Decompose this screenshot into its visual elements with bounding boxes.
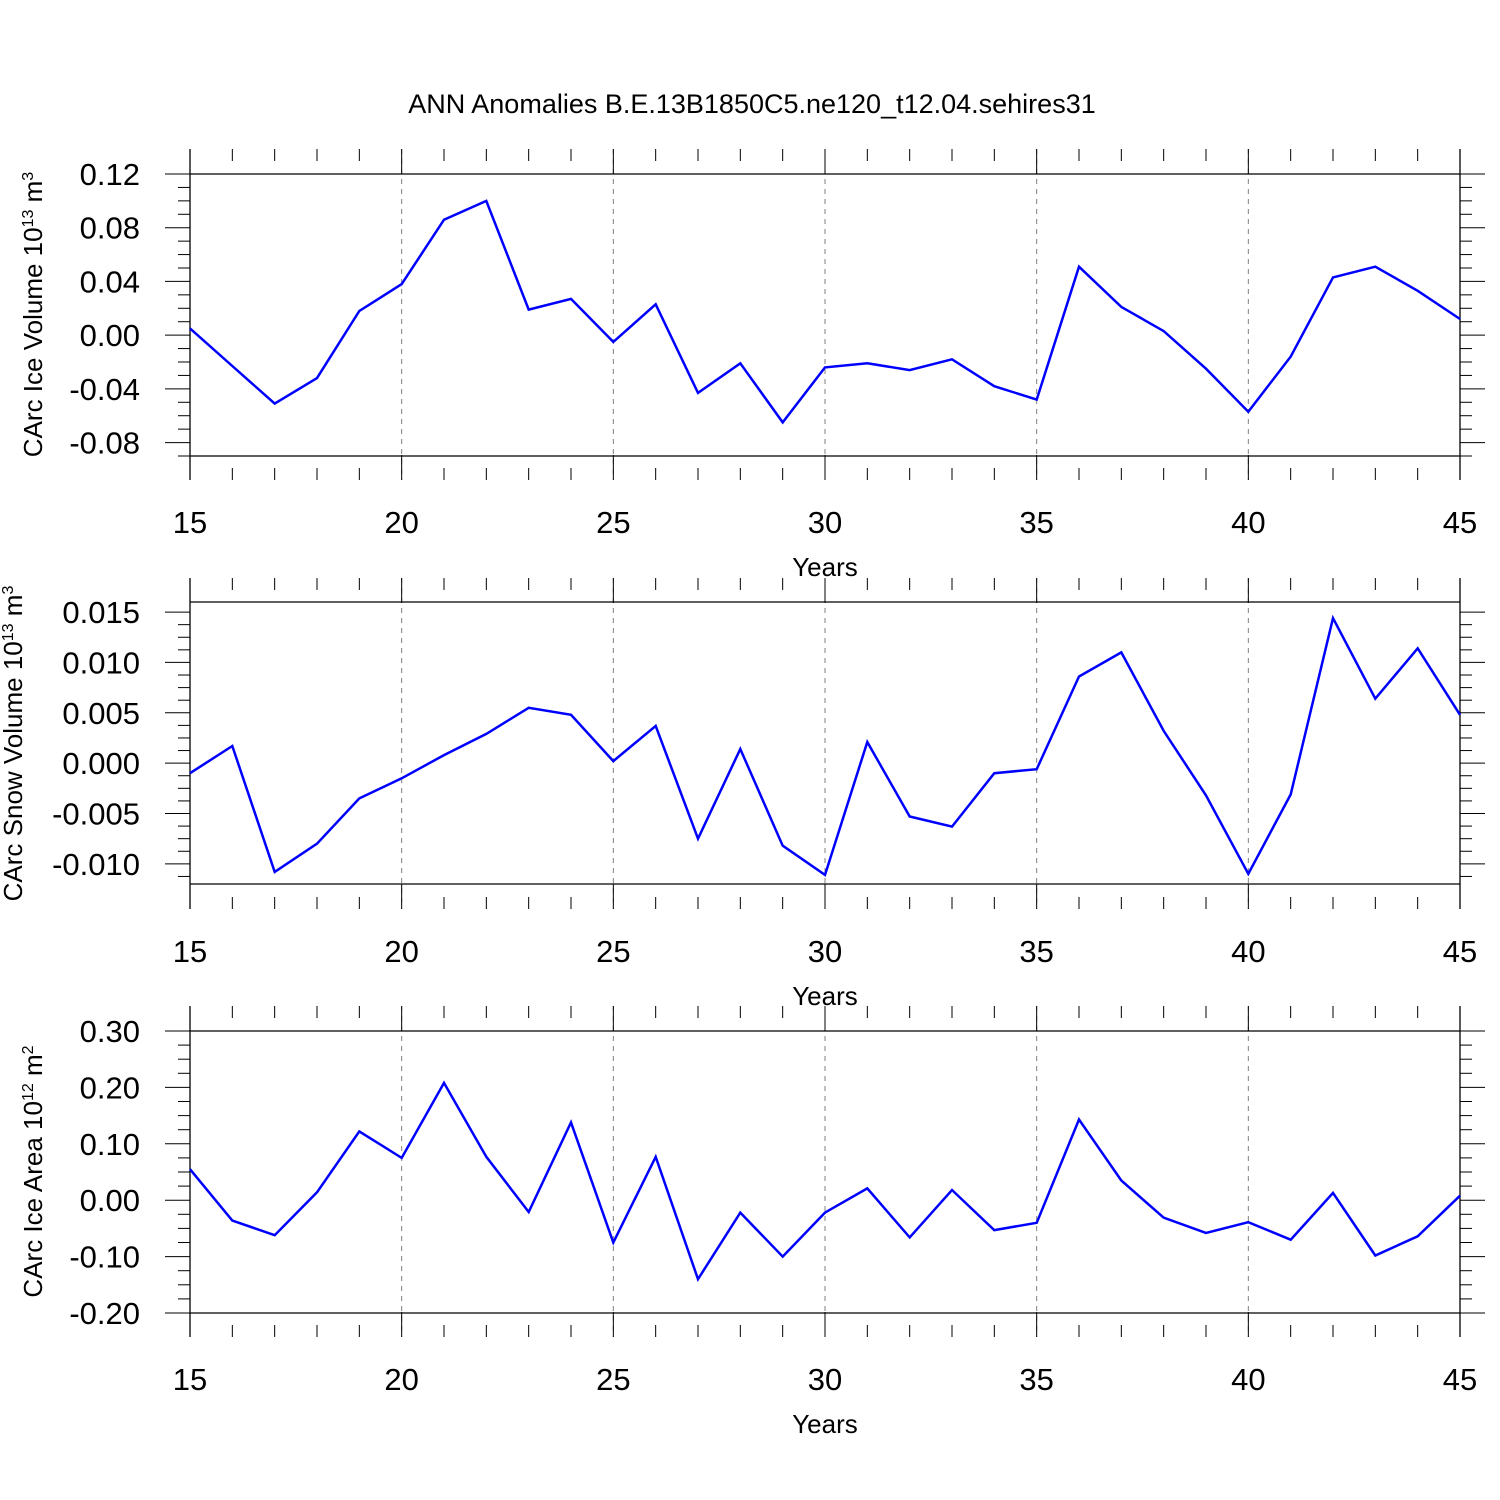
y-axis-label-superscript: 13	[0, 623, 17, 641]
y-axis-label: CArc Ice Area 1012 m2	[18, 1045, 48, 1297]
x-tick-label: 20	[384, 505, 418, 540]
y-tick-label: -0.005	[52, 797, 140, 832]
y-tick-label: 0.08	[80, 211, 140, 246]
y-tick-label: 0.000	[62, 746, 140, 781]
series-line	[189, 1080, 1461, 1283]
x-axis-label: Years	[792, 552, 858, 582]
y-tick-label: -0.10	[69, 1240, 140, 1275]
y-axis-label-part: m	[18, 181, 48, 210]
x-tick-label: 30	[808, 505, 842, 540]
y-axis-label-part: CArc Ice Volume 10	[18, 227, 48, 457]
x-tick-label: 20	[384, 934, 418, 969]
chart-title: ANN Anomalies B.E.13B1850C5.ne120_t12.04…	[408, 89, 1095, 119]
y-axis-label-part: CArc Snow Volume 10	[0, 641, 28, 901]
y-axis-label-superscript: 13	[20, 210, 37, 228]
y-tick-label: 0.010	[62, 645, 140, 680]
x-tick-label: 15	[173, 505, 207, 540]
y-tick-label: -0.010	[52, 847, 140, 882]
x-tick-label: 45	[1443, 1362, 1477, 1397]
x-axis-label: Years	[792, 1409, 858, 1439]
y-tick-label: 0.20	[80, 1070, 140, 1105]
x-tick-label: 45	[1443, 934, 1477, 969]
y-tick-label: 0.015	[62, 595, 140, 630]
x-tick-label: 40	[1231, 934, 1265, 969]
x-tick-label: 35	[1019, 1362, 1053, 1397]
y-tick-label: 0.12	[80, 157, 140, 192]
x-tick-label: 30	[808, 1362, 842, 1397]
x-tick-label: 15	[173, 934, 207, 969]
y-axis-label-superscript: 12	[20, 1083, 37, 1101]
y-axis-label-superscript: 3	[0, 586, 17, 595]
x-tick-label: 45	[1443, 505, 1477, 540]
y-tick-label: -0.04	[69, 372, 140, 407]
panel-3: -0.20 -0.10 0.00 0.10 0.20 0.30 15 20 25 30 35 40 45…	[18, 1006, 1485, 1439]
x-tick-label: 40	[1231, 505, 1265, 540]
x-tick-label: 20	[384, 1362, 418, 1397]
y-tick-label: 0.10	[80, 1127, 140, 1162]
y-tick-label: 0.30	[80, 1014, 140, 1049]
x-tick-label: 25	[596, 505, 630, 540]
y-tick-label: 0.00	[80, 318, 140, 353]
y-axis-label-superscript: 2	[20, 1045, 37, 1054]
y-tick-label: -0.08	[69, 426, 140, 461]
series-line	[189, 199, 1461, 425]
y-tick-label: 0.00	[80, 1183, 140, 1218]
y-axis-label: CArc Ice Volume 1013 m3	[18, 172, 48, 457]
x-tick-label: 25	[596, 934, 630, 969]
x-tick-label: 35	[1019, 934, 1053, 969]
x-tick-label: 25	[596, 1362, 630, 1397]
y-axis-label-part: CArc Ice Area 10	[18, 1101, 48, 1298]
panel-2: -0.010 -0.005 0.000 0.005 0.010 0.015 15 20 25 30…	[0, 578, 1485, 1011]
y-axis-label: CArc Snow Volume 1013 m3	[0, 586, 28, 902]
y-axis-label-superscript: 3	[20, 172, 37, 181]
series-line	[189, 614, 1462, 877]
y-tick-label: -0.20	[69, 1296, 140, 1331]
x-tick-label: 40	[1231, 1362, 1265, 1397]
y-axis-label-part: m	[18, 1054, 48, 1083]
y-axis-label-part: m	[0, 595, 28, 624]
x-tick-label: 15	[173, 1362, 207, 1397]
panel-1: -0.08 -0.04 0.00 0.04 0.08 0.12 15 20 25 30 35 40 45…	[18, 149, 1485, 582]
y-tick-label: 0.04	[80, 264, 140, 299]
x-tick-label: 30	[808, 934, 842, 969]
y-tick-label: 0.005	[62, 696, 140, 731]
x-tick-label: 35	[1019, 505, 1053, 540]
